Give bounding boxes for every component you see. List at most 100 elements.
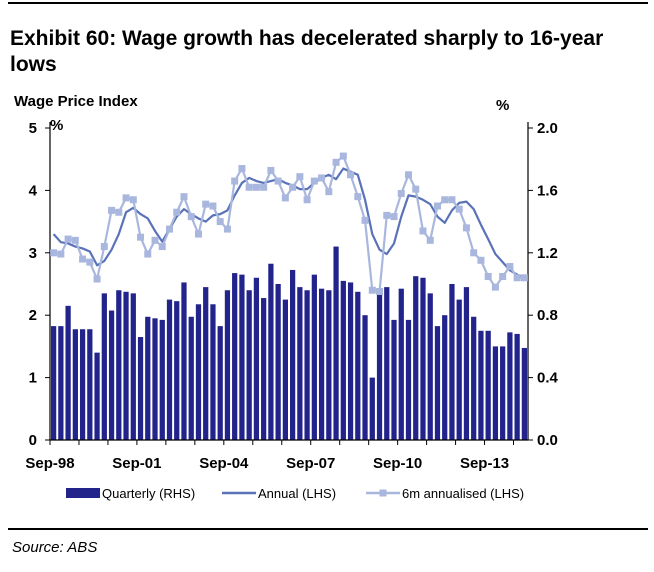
quarterly-bar [72, 329, 78, 440]
left-tick-label: 5 [29, 120, 37, 137]
sixm-annualised-marker [441, 196, 449, 204]
annual-line [52, 167, 525, 279]
quarterly-bar [137, 337, 144, 440]
quarterly-bar [311, 274, 317, 440]
quarterly-bar [203, 287, 209, 440]
sixm-annualised-marker [484, 273, 492, 281]
sixm-annualised-marker [238, 165, 246, 173]
quarterly-bar [282, 299, 288, 440]
quarterly-bar [463, 287, 470, 440]
quarterly-bar [166, 299, 173, 440]
quarterly-bar [521, 347, 527, 440]
sixm-annualised-marker [151, 236, 159, 244]
quarterly-bar [420, 277, 426, 440]
left-tick-label: 2 [29, 307, 37, 324]
legend-swatch-quarterly [66, 488, 100, 498]
sixm-annualised-marker [202, 200, 210, 208]
sixm-annualised-marker [332, 158, 340, 166]
x-tick-label: Sep-98 [25, 455, 74, 472]
quarterly-bar [181, 282, 187, 440]
sixm-annualised-marker [318, 174, 326, 182]
quarterly-bar [333, 246, 339, 440]
quarterly-bar [398, 288, 404, 440]
x-tick-label: Sep-04 [199, 455, 249, 472]
quarterly-bar [123, 291, 129, 440]
quarterly-bar [246, 290, 252, 440]
sixm-annualised-marker [260, 183, 268, 191]
sixm-annualised-marker [79, 255, 87, 263]
x-tick-label: Sep-01 [112, 455, 161, 472]
quarterly-bar [347, 282, 354, 440]
sixm-annualised-marker [477, 256, 485, 264]
quarterly-bar [87, 329, 93, 440]
sixm-annualised-marker [491, 283, 499, 291]
chart-title: Wage Price Index [14, 93, 138, 110]
sixm-annualised-marker [462, 224, 470, 232]
left-tick-label: 1 [29, 370, 37, 387]
quarterly-bar [340, 280, 346, 440]
sixm-annualised-marker [252, 183, 260, 191]
sixm-annualised-marker [194, 230, 202, 238]
right-tick-label: 1.2 [537, 245, 558, 262]
sixm-annualised-marker [158, 243, 166, 251]
quarterly-bar [268, 263, 274, 440]
quarterly-bar [326, 290, 332, 440]
sixm-annualised-marker [108, 206, 116, 214]
quarterly-bar [304, 290, 310, 440]
left-tick-label: 3 [29, 245, 37, 262]
quarterly-bar [514, 333, 520, 440]
sixm-annualised-marker [426, 236, 434, 244]
sixm-annualised-marker [296, 173, 304, 181]
legend-swatch-sixm-marker [379, 489, 387, 497]
legend: Quarterly (RHS) Annual (LHS) 6m annualised… [66, 486, 524, 501]
sixm-annualised-marker [86, 258, 94, 266]
sixm-annualised-marker [383, 211, 391, 219]
sixm-annualised-marker [100, 243, 108, 251]
quarterly-bar [471, 316, 477, 440]
sixm-annualised-marker [281, 194, 289, 202]
legend-label-annual: Annual (LHS) [258, 486, 336, 501]
sixm-annualised-marker [57, 250, 65, 258]
sixm-annualised-marker [520, 274, 528, 282]
right-tick-label: 1.6 [537, 182, 558, 199]
sixm-annualised-marker [93, 275, 101, 283]
sixm-annualised-marker [361, 216, 369, 224]
source-note: Source: ABS [12, 539, 98, 556]
sixm-annualised-marker [419, 227, 427, 235]
wage-price-index-chart: Wage Price Index % % 0 1 2 3 4 5 0.0 0.4 0.8 1.2 1… [14, 93, 559, 501]
sixm-annualised-marker [499, 273, 507, 281]
sixm-annualised-marker [339, 152, 347, 160]
sixm-annualised-marker [274, 177, 282, 185]
sixm-annualised-marker [64, 235, 72, 243]
quarterly-bar [485, 330, 491, 440]
quarterly-bar [116, 290, 122, 440]
quarterly-bar [384, 287, 390, 440]
quarterly-bar [174, 301, 180, 440]
sixm-annualised-marker [325, 188, 333, 196]
left-axis-label: % [50, 117, 63, 134]
quarterly-bar [478, 330, 484, 440]
quarterly-bar [427, 293, 433, 440]
sixm-annualised-marker [223, 225, 231, 233]
sixm-annualised-marker [216, 218, 224, 226]
top-rule [8, 2, 648, 4]
quarterly-bar [492, 346, 499, 440]
sixm-annualised-line [53, 154, 525, 293]
quarterly-bar [456, 299, 462, 440]
sixm-annualised-marker [506, 263, 514, 271]
sixm-annualised-marker [376, 287, 384, 295]
quarterly-bar [101, 293, 107, 440]
sixm-annualised-marker [137, 233, 145, 241]
x-tick-label: Sep-07 [286, 455, 335, 472]
bottom-rule [8, 528, 648, 530]
sixm-annualised-marker [412, 185, 420, 193]
sixm-annualised-marker [144, 250, 152, 258]
sixm-annualised-marker [71, 236, 79, 244]
sixm-annualised-marker [187, 213, 195, 221]
quarterly-bar [224, 290, 231, 440]
sixm-annualised-marker [405, 171, 412, 179]
quarterly-bar [79, 329, 86, 440]
quarterly-bar [297, 287, 303, 440]
sixm-annualised-marker [166, 225, 173, 233]
quarterly-bar [65, 305, 71, 440]
